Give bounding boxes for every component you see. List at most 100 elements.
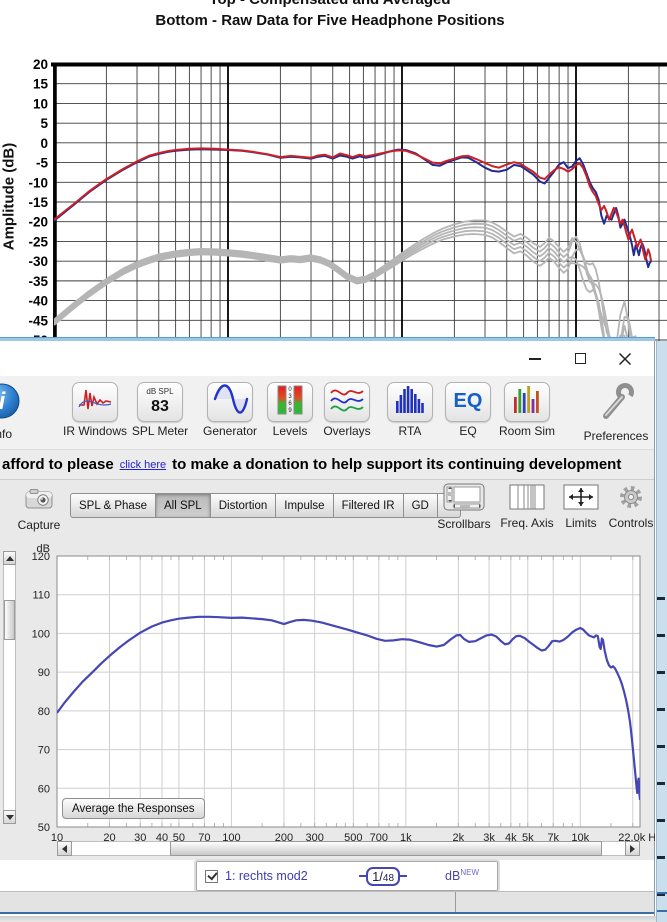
svg-text:110: 110 <box>32 590 50 602</box>
svg-text:120: 120 <box>32 551 50 563</box>
eq-icon: EQ <box>445 382 491 422</box>
svg-text:100: 100 <box>32 628 50 640</box>
toolbar-item-preferences[interactable]: Preferences <box>574 382 654 443</box>
spl-grid <box>57 556 640 827</box>
freq-axis-button[interactable]: Freq. Axis <box>490 482 564 530</box>
tab-filtered-ir[interactable]: Filtered IR <box>333 493 404 518</box>
toolbar-item-generator[interactable]: Generator <box>188 382 272 438</box>
new-badge: NEW <box>460 868 479 878</box>
toolbar-item-overlays[interactable]: Overlays <box>305 382 389 438</box>
limits-icon <box>563 482 599 512</box>
svg-text:9: 9 <box>288 408 292 414</box>
svg-text:0: 0 <box>40 136 48 151</box>
svg-text:83: 83 <box>151 398 169 415</box>
svg-text:3: 3 <box>288 394 292 400</box>
toolbar-item-rta[interactable]: RTA <box>368 382 452 438</box>
spl-meter-icon: dB SPL 83 <box>137 382 183 422</box>
tab-distortion[interactable]: Distortion <box>210 493 277 518</box>
svg-text:6: 6 <box>288 401 292 407</box>
compensated-curve-red <box>54 147 653 262</box>
toolbar-item-eq[interactable]: EQ EQ <box>426 382 510 438</box>
preferences-icon <box>593 382 639 422</box>
toolbar-label-overlays: Overlays <box>323 424 371 438</box>
svg-text:i: i <box>0 388 7 415</box>
svg-text:90: 90 <box>38 667 50 679</box>
smoothing-value-box[interactable]: 1/ 48 <box>366 866 401 886</box>
scroll-down-button[interactable] <box>3 810 16 824</box>
tab-spl-phase[interactable]: SPL & Phase <box>70 493 156 518</box>
toolbar-item-ir-windows[interactable]: IR Windows <box>53 382 137 438</box>
graph-toolbar: Capture SPL & Phase All SPL Distortion Impu… <box>0 480 654 544</box>
tab-gd[interactable]: GD <box>403 493 438 518</box>
close-button[interactable] <box>608 341 642 376</box>
tab-impulse[interactable]: Impulse <box>276 493 334 518</box>
overlays-icon <box>324 382 370 422</box>
limits-button[interactable]: Limits <box>544 482 618 530</box>
scroll-right-button[interactable] <box>625 841 640 856</box>
svg-text:80: 80 <box>38 706 50 718</box>
scroll-left-button[interactable] <box>57 841 72 856</box>
arrow-right-icon <box>630 844 635 853</box>
rta-icon <box>387 382 433 422</box>
svg-text:70: 70 <box>38 745 50 757</box>
controls-button[interactable]: Controls <box>594 482 667 530</box>
titlebar[interactable] <box>0 341 654 376</box>
scrollbars-label: Scrollbars <box>437 517 491 531</box>
vertical-scrollbar[interactable] <box>3 551 16 824</box>
toolbar-label-room-sim: Room Sim <box>498 424 555 438</box>
spl-curves <box>57 615 640 800</box>
edge-line <box>657 910 667 912</box>
close-icon <box>618 352 632 365</box>
tab-all-spl[interactable]: All SPL <box>155 493 211 518</box>
toolbar-label-generator: Generator <box>202 424 258 438</box>
svg-text:60: 60 <box>38 783 50 795</box>
toolbar-item-room-sim[interactable]: Room Sim <box>485 382 569 438</box>
toolbar-item-levels[interactable]: 0 3 6 9 Levels <box>248 382 332 438</box>
scrollbars-button[interactable]: Scrollbars <box>427 482 501 531</box>
minimize-button[interactable] <box>518 341 552 376</box>
status-bar <box>0 891 654 914</box>
graph-tabs: SPL & Phase All SPL Distortion Impulse Filte… <box>70 493 462 518</box>
svg-text:-40: -40 <box>28 294 48 309</box>
svg-text:15: 15 <box>33 77 49 92</box>
arrow-down-icon <box>5 814 14 820</box>
freq-axis-icon <box>509 482 545 512</box>
smoothing-control[interactable]: 1/ 48 <box>359 866 408 886</box>
axis-tick-marks <box>657 563 665 908</box>
raw-position-curve <box>54 226 638 341</box>
smoothing-dash-left <box>359 875 367 877</box>
svg-text:EQ: EQ <box>454 390 483 412</box>
toolbar-item-spl-meter[interactable]: dB SPL 83 SPL Meter <box>118 382 202 438</box>
svg-text:0: 0 <box>288 387 292 393</box>
vertical-scrollbar-thumb[interactable] <box>4 600 15 640</box>
background-window-edge <box>656 341 667 922</box>
toolbar-label-rta: RTA <box>398 424 422 438</box>
ir-windows-icon <box>72 382 118 422</box>
screen-bottom-strip <box>0 916 656 922</box>
horizontal-scrollbar-thumb[interactable] <box>170 841 602 856</box>
svg-text:dB: dB <box>37 544 50 555</box>
measurement-checkbox[interactable] <box>205 869 218 883</box>
horizontal-scrollbar[interactable] <box>57 841 640 856</box>
maximize-button[interactable] <box>563 341 597 376</box>
donation-link[interactable]: click here <box>119 458 167 471</box>
capture-button[interactable]: Capture <box>14 484 64 532</box>
smoothing-numerator: 1/ <box>372 868 383 884</box>
chart-title-bottom: Bottom - Raw Data for Five Headphone Pos… <box>155 12 505 29</box>
capture-icon <box>22 484 56 514</box>
scroll-up-button[interactable] <box>3 551 16 565</box>
toolbar-label-levels: Levels <box>272 424 308 438</box>
scrollbars-icon <box>443 482 485 512</box>
svg-text:20: 20 <box>33 57 48 72</box>
average-responses-button[interactable]: Average the Responses <box>62 798 205 819</box>
info-icon: i <box>0 382 25 422</box>
raw-position-curve <box>54 219 632 341</box>
svg-text:5: 5 <box>40 116 48 131</box>
toolbar-item-info[interactable]: i Info <box>0 382 44 441</box>
top-chart-grid <box>53 63 667 341</box>
rew-window: i Info IR Windows dB SPL 83 SPL Meter Gene… <box>0 341 655 916</box>
toolbar-label-spl-meter: SPL Meter <box>131 424 189 438</box>
svg-text:dB SPL: dB SPL <box>146 387 174 396</box>
